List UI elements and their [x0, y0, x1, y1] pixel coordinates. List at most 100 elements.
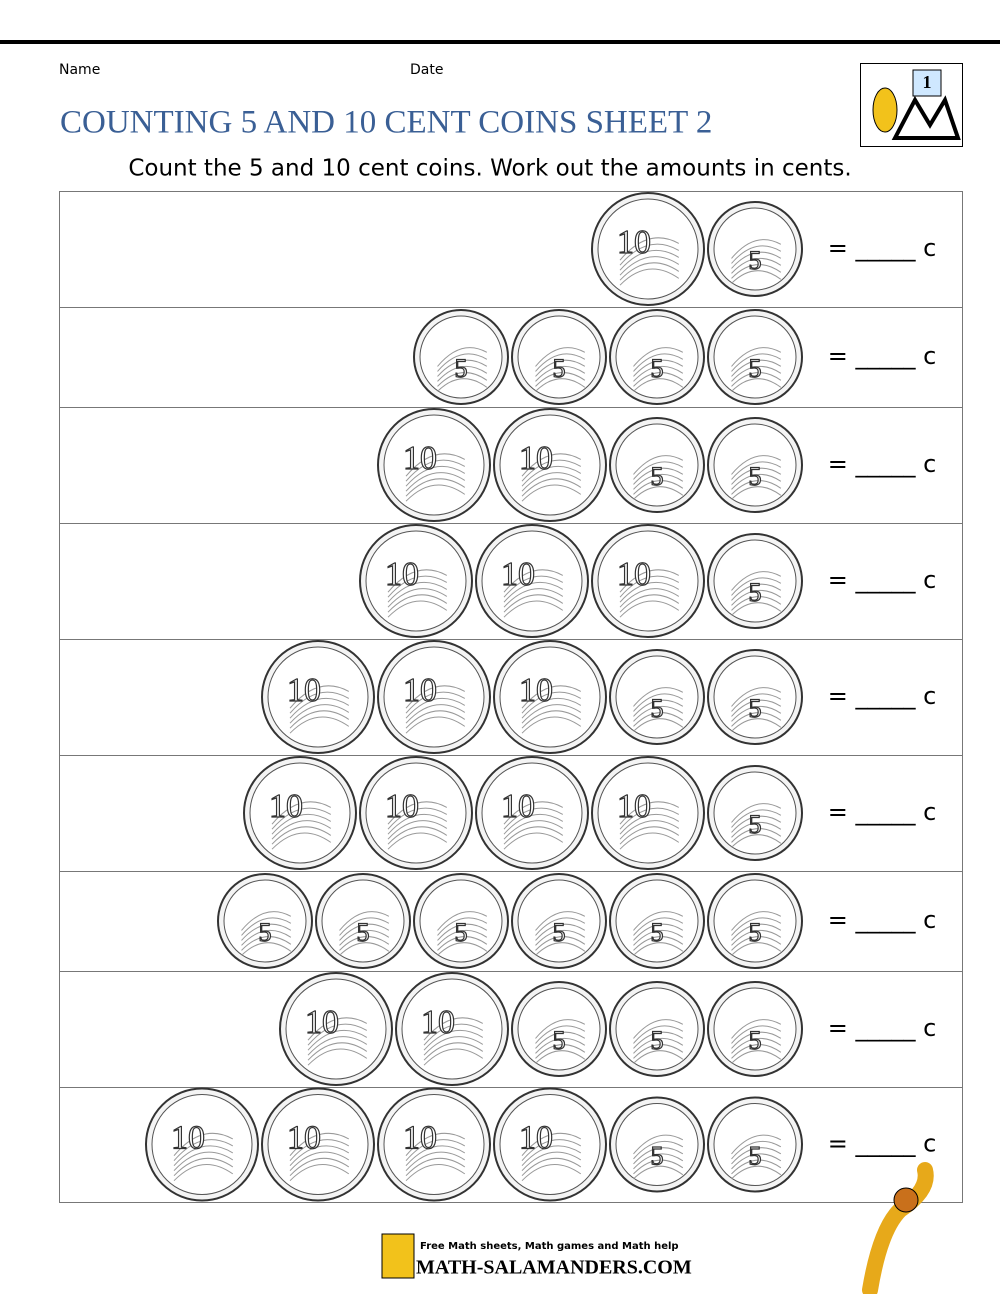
coin-detail	[437, 372, 488, 387]
coin-inner-ring	[481, 530, 583, 632]
coin-row: 5 5 10 10 10 10	[145, 1087, 803, 1202]
coin: 10	[591, 756, 705, 870]
coin-detail	[521, 1151, 582, 1172]
coin-detail	[271, 832, 332, 850]
coin-detail	[405, 1151, 466, 1172]
coin-detail	[619, 807, 680, 830]
coin-detail	[731, 1153, 782, 1170]
coin: 10	[493, 1087, 607, 1202]
coin-value: 5	[651, 1026, 664, 1055]
coin-detail	[437, 353, 488, 372]
coin-detail	[503, 807, 564, 830]
salamander-bag	[893, 1187, 919, 1213]
coin-detail	[731, 809, 782, 828]
coin: 5	[707, 873, 803, 969]
coin: 5	[609, 417, 705, 513]
logo-salamander	[872, 87, 898, 133]
coin-detail	[633, 1025, 684, 1044]
coin-detail	[731, 923, 782, 941]
coin-inner-ring	[151, 1094, 253, 1195]
coin-detail	[633, 480, 684, 495]
coin-detail	[423, 1036, 484, 1056]
coin-detail	[271, 813, 332, 835]
coin-detail	[633, 1134, 684, 1155]
coin-value: 10	[403, 1119, 437, 1156]
coin-detail	[619, 243, 680, 266]
coin-detail	[731, 455, 782, 475]
coin-detail	[535, 917, 586, 936]
coin-detail	[307, 1042, 368, 1061]
coin-detail	[731, 378, 782, 392]
answer-blank: = _____ c	[828, 234, 937, 262]
logo-badge: 1	[923, 72, 932, 92]
coin-detail	[731, 821, 782, 838]
coin-detail	[289, 704, 350, 724]
coin: 5	[707, 201, 803, 297]
coin-detail	[633, 378, 684, 392]
coin-detail	[633, 365, 684, 382]
coin-detail	[633, 687, 684, 707]
coin-value: 10	[171, 1119, 205, 1156]
coin-detail	[437, 359, 488, 377]
coin-detail	[405, 478, 466, 497]
coin-detail	[289, 1139, 350, 1162]
coin-detail	[731, 347, 782, 367]
coin-detail	[731, 264, 782, 279]
coin-detail	[503, 581, 564, 603]
coin-inner-ring	[597, 762, 699, 864]
coin: 5	[609, 1096, 705, 1193]
coin-detail	[633, 461, 684, 480]
coin-detail	[521, 1145, 582, 1167]
coin-detail	[633, 1147, 684, 1165]
coin-detail	[387, 832, 448, 850]
coin: 10	[493, 640, 607, 754]
coin-detail	[731, 917, 782, 936]
coin-value: 5	[651, 918, 664, 947]
coin-detail	[535, 353, 586, 372]
coin-detail	[731, 1044, 782, 1059]
coin-row: 5 5 5 10 10	[279, 972, 803, 1086]
coin-table: 5 10 = _____ c 5 5 5 5 = _____ c 5 5 10 10 = _____ c…	[59, 191, 963, 1203]
coin-value: 5	[749, 578, 762, 607]
coin-detail	[731, 803, 782, 823]
coin-detail	[405, 1132, 466, 1157]
coin-value: 10	[617, 556, 651, 593]
coin-detail	[731, 911, 782, 931]
coin-detail	[731, 596, 782, 611]
coin: 5	[707, 533, 803, 629]
coin: 10	[261, 1087, 375, 1202]
coin-value: 10	[421, 1004, 455, 1041]
coin-inner-ring	[249, 762, 351, 864]
coin-detail	[387, 801, 448, 825]
coin-value: 10	[403, 440, 437, 477]
coin: 5	[707, 765, 803, 861]
coin-detail	[289, 1151, 350, 1172]
coin-detail	[619, 256, 680, 276]
coin-detail	[521, 465, 582, 487]
coin-detail	[731, 1019, 782, 1039]
coin: 10	[359, 524, 473, 638]
coin-detail	[423, 1042, 484, 1061]
coin-value: 10	[287, 672, 321, 709]
coin-detail	[405, 484, 466, 502]
coin-detail	[619, 600, 680, 618]
coin-detail	[731, 583, 782, 601]
top-rule	[0, 40, 1000, 44]
coin-detail	[405, 697, 466, 719]
answer-blank: = _____ c	[828, 450, 937, 478]
coin-detail	[405, 1157, 466, 1177]
coin-row: 5 5 10 10	[377, 408, 803, 522]
coin-detail	[633, 917, 684, 936]
coin-value: 5	[553, 918, 566, 947]
coin-detail	[503, 820, 564, 840]
coin-detail	[289, 716, 350, 734]
coin-detail	[339, 929, 390, 946]
coin: 10	[475, 756, 589, 870]
coin-detail	[731, 828, 782, 843]
coin: 5	[217, 873, 313, 969]
coin-detail	[521, 1132, 582, 1157]
coin-row: 5 10 10 10	[359, 524, 803, 638]
coin-value: 10	[617, 788, 651, 825]
coin: 5	[511, 873, 607, 969]
coin: 5	[413, 873, 509, 969]
